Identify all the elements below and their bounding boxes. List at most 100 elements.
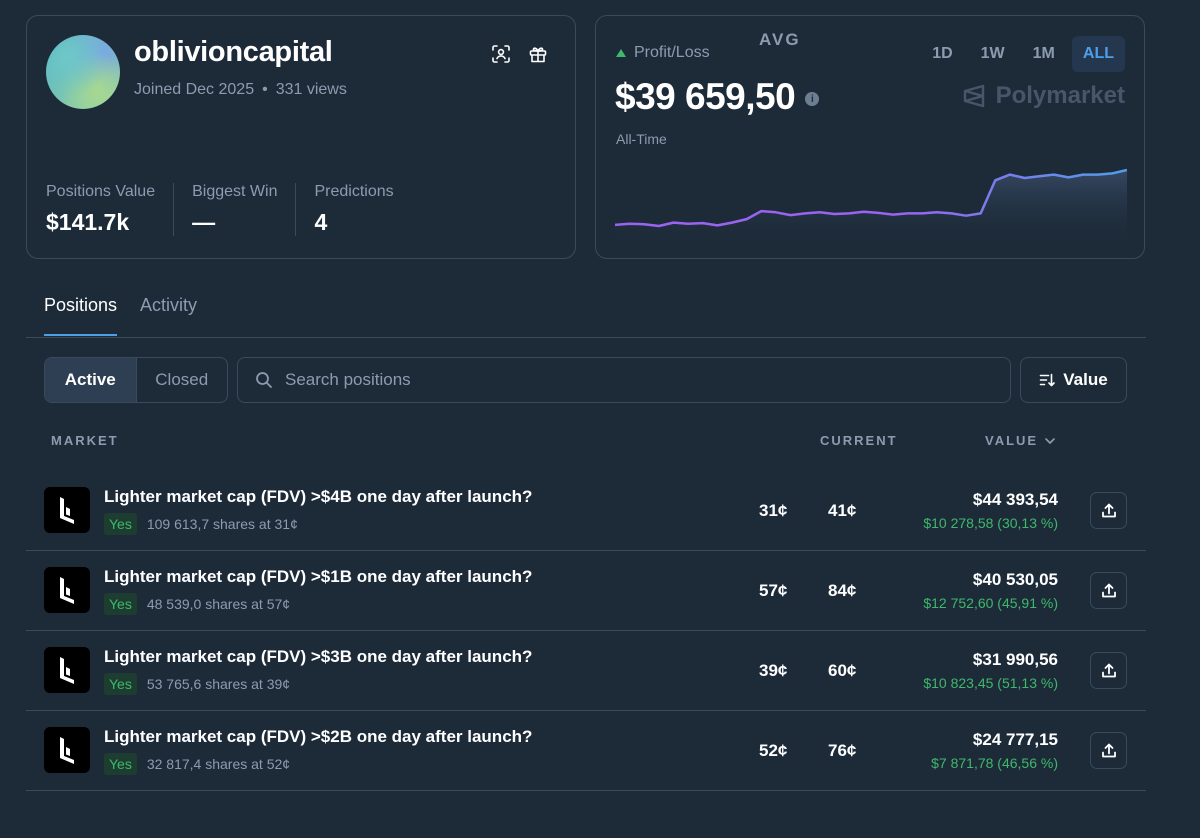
main-tabs: Positions Activity — [44, 295, 198, 336]
share-icon — [1101, 583, 1116, 597]
value-pnl: $12 752,60 (45,91 %) — [923, 595, 1058, 611]
pnl-card: Profit/Loss $39 659,50 i All-Time 1D 1W … — [595, 15, 1145, 259]
search-input[interactable] — [285, 370, 965, 390]
pnl-label: Profit/Loss — [634, 44, 710, 61]
lighter-logo-icon — [44, 487, 90, 533]
tab-activity[interactable]: Activity — [140, 295, 198, 315]
range-tab-1w[interactable]: 1W — [980, 45, 1005, 62]
pnl-value: $39 659,50 — [615, 76, 796, 117]
position-value: $31 990,56 $10 823,45 (51,13 %) — [923, 650, 1058, 691]
column-header-market: MARKET — [51, 433, 119, 448]
pnl-period-label: All-Time — [616, 131, 667, 147]
value-amount: $24 777,15 — [972, 730, 1058, 749]
shares-text: 48 539,0 shares at 57¢ — [146, 596, 291, 612]
view-count: 331 views — [275, 81, 347, 98]
search-icon — [256, 372, 272, 388]
current-price: 60¢ — [828, 661, 857, 680]
table-row[interactable]: Lighter market cap (FDV) >$3B one day af… — [26, 631, 1146, 711]
current-price: 84¢ — [828, 581, 857, 600]
market-title[interactable]: Lighter market cap (FDV) >$4B one day af… — [104, 487, 533, 506]
pnl-chart — [615, 168, 1127, 246]
lighter-logo-icon — [44, 727, 90, 773]
outcome-badge: Yes — [104, 673, 137, 695]
position-details: Yes 48 539,0 shares at 57¢ — [104, 593, 290, 615]
shares-text: 32 817,4 shares at 52¢ — [146, 756, 291, 772]
tabs-divider — [26, 337, 1146, 338]
filter-active-button[interactable]: Active — [45, 358, 137, 402]
pnl-value-row: $39 659,50 i — [615, 76, 820, 118]
market-title[interactable]: Lighter market cap (FDV) >$1B one day af… — [104, 567, 533, 586]
sort-icon — [1039, 373, 1056, 387]
column-header-avg: AVG — [759, 30, 801, 49]
brand-name: Polymarket — [995, 82, 1125, 109]
avg-price: 57¢ — [759, 581, 788, 600]
polymarket-logo-icon — [963, 84, 984, 108]
current-price: 76¢ — [828, 741, 857, 760]
share-icon — [1101, 503, 1116, 517]
share-button[interactable] — [1090, 492, 1127, 529]
value-pnl: $10 823,45 (51,13 %) — [923, 675, 1058, 691]
avg-price: 52¢ — [759, 741, 788, 760]
position-details: Yes 32 817,4 shares at 52¢ — [104, 753, 290, 775]
outcome-badge: Yes — [104, 593, 137, 615]
current-price: 41¢ — [828, 501, 857, 520]
share-icon — [1101, 663, 1116, 677]
brand-logo: Polymarket — [962, 82, 1125, 110]
range-tab-all[interactable]: ALL — [1071, 36, 1125, 72]
position-value: $40 530,05 $12 752,60 (45,91 %) — [923, 570, 1058, 611]
outcome-badge: Yes — [104, 753, 137, 775]
outcome-badge: Yes — [104, 513, 137, 535]
chevron-down-icon — [1045, 437, 1055, 444]
share-button[interactable] — [1090, 652, 1127, 689]
profile-actions — [491, 44, 548, 64]
avatar[interactable] — [46, 35, 120, 109]
avg-price: 39¢ — [759, 661, 788, 680]
range-selector: 1D 1W 1M ALL — [921, 36, 1125, 72]
table-row[interactable]: Lighter market cap (FDV) >$4B one day af… — [26, 471, 1146, 551]
username: oblivioncapital — [134, 36, 333, 68]
joined-date: Joined Dec 2025 — [134, 81, 255, 98]
stat-biggest-win: Biggest Win — — [173, 183, 295, 236]
stat-predictions: Predictions 4 — [295, 183, 411, 236]
profile-card: oblivioncapital Joined Dec 2025 • 331 view… — [26, 15, 576, 259]
stat-label: Biggest Win — [192, 183, 278, 200]
table-row[interactable]: Lighter market cap (FDV) >$2B one day af… — [26, 711, 1146, 791]
stat-label: Predictions — [314, 183, 394, 200]
column-header-current: CURRENT — [820, 433, 898, 448]
share-button[interactable] — [1090, 572, 1127, 609]
table-row[interactable]: Lighter market cap (FDV) >$1B one day af… — [26, 551, 1146, 631]
shares-text: 109 613,7 shares at 31¢ — [146, 516, 298, 532]
value-amount: $31 990,56 — [972, 650, 1058, 669]
stat-label: Positions Value — [46, 183, 156, 200]
separator-dot: • — [262, 81, 268, 98]
gift-icon[interactable] — [528, 44, 548, 64]
trend-up-icon — [616, 49, 626, 57]
pnl-header: Profit/Loss — [616, 44, 710, 62]
position-value: $24 777,15 $7 871,78 (46,56 %) — [931, 730, 1058, 771]
column-header-value-label: VALUE — [985, 433, 1039, 448]
market-title[interactable]: Lighter market cap (FDV) >$2B one day af… — [104, 727, 533, 746]
info-icon[interactable]: i — [805, 92, 820, 106]
column-header-value[interactable]: VALUE — [985, 433, 1056, 448]
status-filter: Active Closed — [44, 357, 228, 403]
value-amount: $44 393,54 — [972, 490, 1058, 509]
scan-icon[interactable] — [491, 44, 511, 64]
range-tab-1m[interactable]: 1M — [1032, 45, 1055, 62]
shares-text: 53 765,6 shares at 39¢ — [146, 676, 291, 692]
tab-positions[interactable]: Positions — [44, 295, 118, 336]
sort-button[interactable]: Value — [1020, 357, 1127, 403]
share-icon — [1101, 743, 1116, 757]
position-details: Yes 109 613,7 shares at 31¢ — [104, 513, 298, 535]
range-tab-1d[interactable]: 1D — [932, 45, 953, 62]
filter-closed-button[interactable]: Closed — [155, 370, 209, 389]
pnl-line — [615, 168, 1127, 228]
stat-value: 4 — [314, 209, 328, 235]
sort-label: Value — [1063, 370, 1108, 389]
profile-stats: Positions Value $141.7k Biggest Win — Pr… — [46, 183, 412, 236]
search-box — [237, 357, 1011, 403]
stat-value: $141.7k — [46, 209, 130, 235]
market-title[interactable]: Lighter market cap (FDV) >$3B one day af… — [104, 647, 533, 666]
stat-positions-value: Positions Value $141.7k — [46, 183, 173, 236]
share-button[interactable] — [1090, 732, 1127, 769]
